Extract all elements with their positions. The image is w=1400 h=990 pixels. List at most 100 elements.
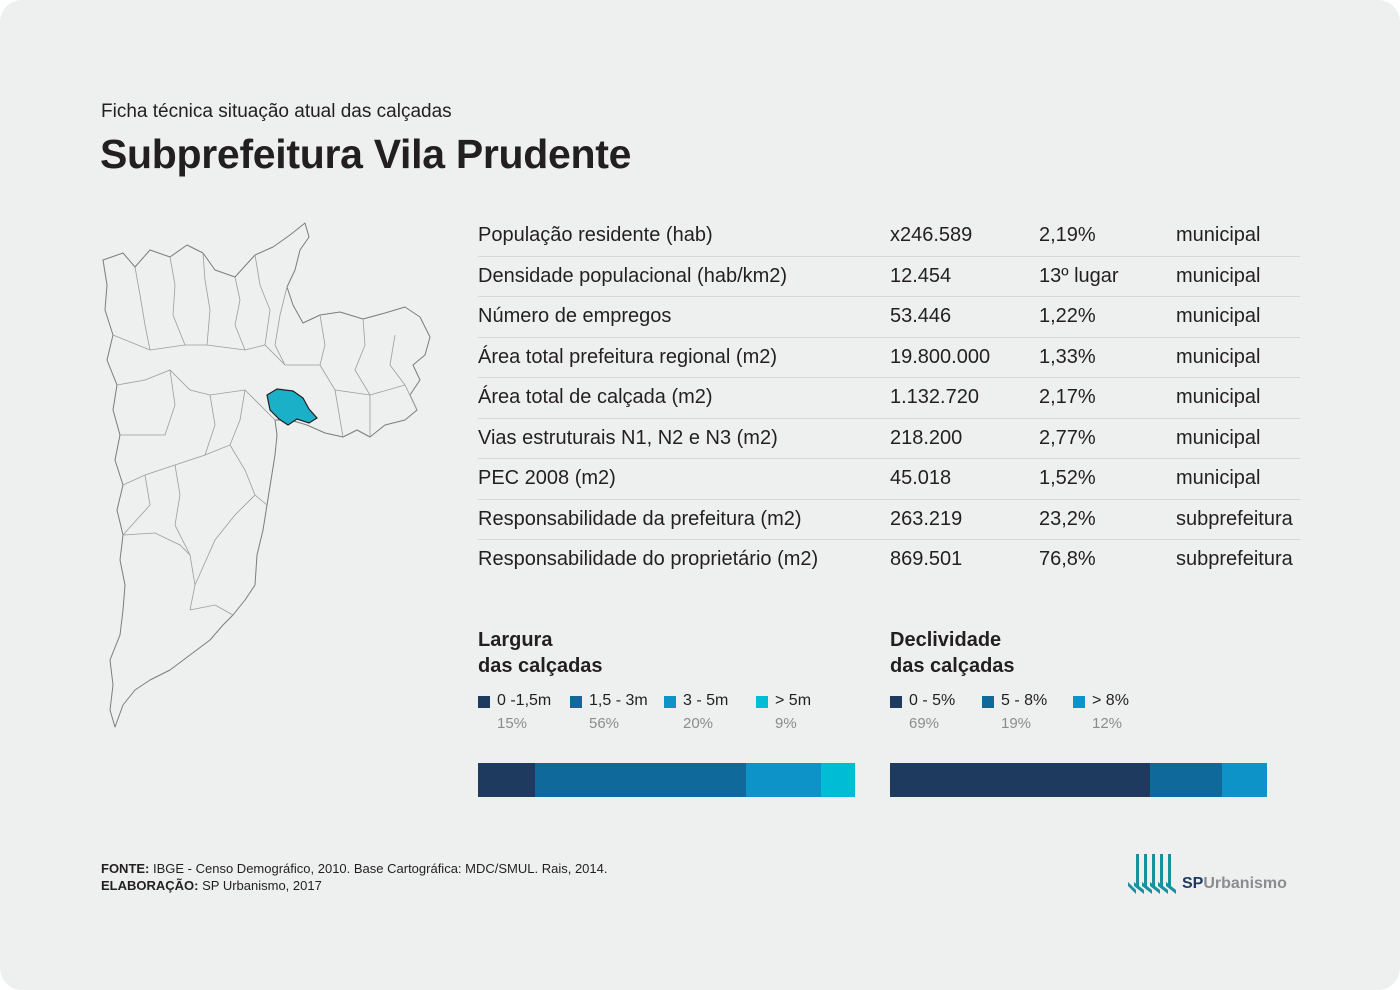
chart-largura-stacked-bar bbox=[478, 763, 855, 797]
legend-swatch bbox=[756, 696, 768, 708]
legend-swatch bbox=[478, 696, 490, 708]
chart-declividade-title-line2: das calçadas bbox=[890, 655, 1015, 677]
chart-largura: Largura das calçadas 0 -1,5m 15% 1,5 - 3m 5… bbox=[478, 627, 858, 797]
legend-value-label: 69% bbox=[909, 715, 940, 732]
stat-value: 19.800.000 bbox=[890, 345, 991, 368]
sao-paulo-map-icon bbox=[102, 222, 431, 728]
legend-label: 1,5 - 3m bbox=[589, 692, 648, 709]
sp-urbanismo-wordmark: SPUrbanismo bbox=[1182, 875, 1287, 893]
stat-percent: 2,19% bbox=[1039, 224, 1096, 246]
sp-urbanismo-logo-icon bbox=[1128, 854, 1176, 894]
footer-source-text: IBGE - Censo Demográfico, 2010. Base Car… bbox=[149, 861, 608, 876]
stat-scope: municipal bbox=[1176, 264, 1261, 287]
stat-label: PEC 2008 (m2) bbox=[478, 467, 616, 489]
stat-value: 45.018 bbox=[890, 467, 952, 489]
footer-credit-label: ELABORAÇÃO: bbox=[101, 878, 199, 893]
stat-percent: 1,22% bbox=[1039, 305, 1096, 327]
legend-label: 5 - 8% bbox=[1001, 692, 1048, 709]
stat-row: População residente (hab) x246.589 2,19% mu… bbox=[478, 216, 1300, 257]
page-title: Subprefeitura Vila Prudente bbox=[100, 131, 632, 177]
stat-scope: subprefeitura bbox=[1176, 548, 1293, 570]
legend-swatch bbox=[982, 696, 994, 708]
legend-value-label: 9% bbox=[775, 715, 797, 732]
legend-value-label: 20% bbox=[683, 715, 714, 732]
stat-row: PEC 2008 (m2) 45.018 1,52% municipal bbox=[478, 459, 1300, 500]
stat-scope: municipal bbox=[1176, 305, 1261, 327]
bar-segment bbox=[890, 763, 1151, 797]
footer-credits: FONTE: IBGE - Censo Demográfico, 2010. B… bbox=[101, 860, 607, 894]
stat-scope: municipal bbox=[1176, 224, 1261, 246]
stat-label: Área total prefeitura regional (m2) bbox=[478, 345, 778, 368]
legend-swatch bbox=[570, 696, 582, 708]
stat-row: Densidade populacional (hab/km2) 12.454 13… bbox=[478, 257, 1300, 297]
legend-value-label: 12% bbox=[1092, 715, 1123, 732]
bar-segment bbox=[1221, 763, 1267, 797]
logo-sp: SP bbox=[1182, 875, 1204, 892]
chart-largura-legend: 0 -1,5m 15% 1,5 - 3m 56% 3 - 5m 20% > 5m 9% bbox=[478, 691, 858, 741]
stat-row: Área total prefeitura regional (m2) 19.80… bbox=[478, 338, 1300, 378]
stat-row: Área total de calçada (m2) 1.132.720 2,17%… bbox=[478, 378, 1300, 419]
footer-source: FONTE: IBGE - Censo Demográfico, 2010. B… bbox=[101, 860, 607, 877]
bar-segment bbox=[534, 763, 746, 797]
legend-label: 0 - 5% bbox=[909, 692, 956, 709]
stat-row: Responsabilidade do proprietário (m2) 869… bbox=[478, 540, 1300, 580]
stat-label: População residente (hab) bbox=[478, 224, 713, 246]
vila-prudente-region bbox=[266, 388, 318, 426]
stat-percent: 13º lugar bbox=[1039, 264, 1119, 287]
stat-row: Número de empregos 53.446 1,22% municipal bbox=[478, 297, 1300, 338]
stat-row: Vias estruturais N1, N2 e N3 (m2) 218.200… bbox=[478, 419, 1300, 459]
stat-label: Número de empregos bbox=[478, 305, 672, 327]
bar-segment bbox=[821, 763, 855, 797]
stat-scope: municipal bbox=[1176, 426, 1261, 449]
stat-value: 218.200 bbox=[890, 426, 963, 449]
stat-percent: 2,17% bbox=[1039, 386, 1096, 408]
stat-value: 53.446 bbox=[890, 305, 952, 327]
bar-segment bbox=[1150, 763, 1222, 797]
chart-declividade: Declividade das calçadas 0 - 5% 69% 5 - 8%… bbox=[890, 627, 1270, 797]
stat-label: Área total de calçada (m2) bbox=[478, 386, 713, 408]
stat-label: Vias estruturais N1, N2 e N3 (m2) bbox=[478, 426, 778, 449]
chart-largura-title-line2: das calçadas bbox=[478, 655, 603, 677]
stat-scope: municipal bbox=[1176, 467, 1261, 489]
legend-label: > 5m bbox=[775, 692, 812, 709]
legend-value-label: 56% bbox=[589, 715, 620, 732]
legend-label: > 8% bbox=[1092, 692, 1129, 709]
legend-label: 3 - 5m bbox=[683, 692, 729, 709]
legend-value-label: 15% bbox=[497, 715, 528, 732]
stat-label: Densidade populacional (hab/km2) bbox=[478, 264, 788, 287]
stat-value: 1.132.720 bbox=[890, 386, 979, 408]
stat-percent: 1,33% bbox=[1039, 345, 1096, 368]
page-subtitle: Ficha técnica situação atual das calçada… bbox=[101, 101, 452, 122]
stat-scope: municipal bbox=[1176, 386, 1261, 408]
chart-declividade-title-line1: Declividade bbox=[890, 629, 1002, 651]
footer-credit: ELABORAÇÃO: SP Urbanismo, 2017 bbox=[101, 877, 607, 894]
chart-largura-title-line1: Largura bbox=[478, 629, 553, 651]
stat-value: 263.219 bbox=[890, 507, 963, 530]
stat-scope: subprefeitura bbox=[1176, 507, 1293, 530]
stat-label: Responsabilidade do proprietário (m2) bbox=[478, 548, 819, 570]
stats-table: População residente (hab) x246.589 2,19% mu… bbox=[478, 216, 1300, 580]
stat-row: Responsabilidade da prefeitura (m2) 263.2… bbox=[478, 500, 1300, 540]
stat-label: Responsabilidade da prefeitura (m2) bbox=[478, 507, 802, 530]
stat-scope: municipal bbox=[1176, 345, 1261, 368]
stat-value: 869.501 bbox=[890, 548, 963, 570]
legend-swatch bbox=[1073, 696, 1085, 708]
chart-declividade-stacked-bar bbox=[890, 763, 1267, 797]
footer-source-label: FONTE: bbox=[101, 861, 150, 876]
logo-urbanismo: Urbanismo bbox=[1203, 875, 1287, 892]
legend-label: 0 -1,5m bbox=[497, 692, 552, 709]
stat-value: 12.454 bbox=[890, 264, 952, 287]
legend-value-label: 19% bbox=[1001, 715, 1032, 732]
stat-percent: 1,52% bbox=[1039, 467, 1096, 489]
stat-value: x246.589 bbox=[890, 224, 973, 246]
stat-percent: 23,2% bbox=[1039, 507, 1096, 530]
legend-swatch bbox=[664, 696, 676, 708]
stat-percent: 2,77% bbox=[1039, 426, 1096, 449]
stat-percent: 76,8% bbox=[1039, 548, 1096, 570]
chart-declividade-legend: 0 - 5% 69% 5 - 8% 19% > 8% 12% bbox=[890, 691, 1270, 741]
legend-swatch bbox=[890, 696, 902, 708]
bar-segment bbox=[478, 763, 535, 797]
bar-segment bbox=[745, 763, 822, 797]
footer-credit-text: SP Urbanismo, 2017 bbox=[198, 878, 322, 893]
